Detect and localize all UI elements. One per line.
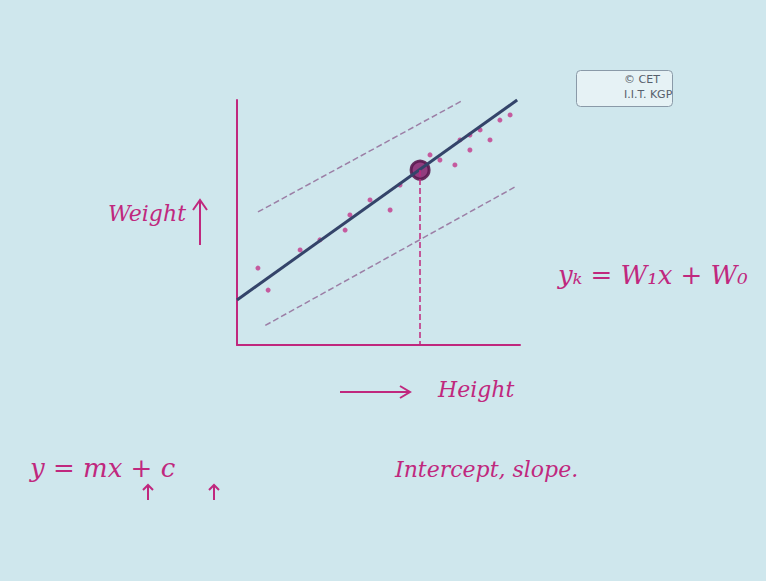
svg-text:Weight: Weight <box>108 201 186 226</box>
svg-text:I.I.T. KGP: I.I.T. KGP <box>624 88 673 101</box>
svg-text:Height: Height <box>437 377 514 402</box>
svg-text:© CET: © CET <box>624 73 660 86</box>
svg-text:yₖ = W₁x + W₀: yₖ = W₁x + W₀ <box>557 260 748 290</box>
svg-text:y = mx + c: y = mx + c <box>29 453 176 483</box>
svg-text:Intercept, slope.: Intercept, slope. <box>394 457 578 482</box>
